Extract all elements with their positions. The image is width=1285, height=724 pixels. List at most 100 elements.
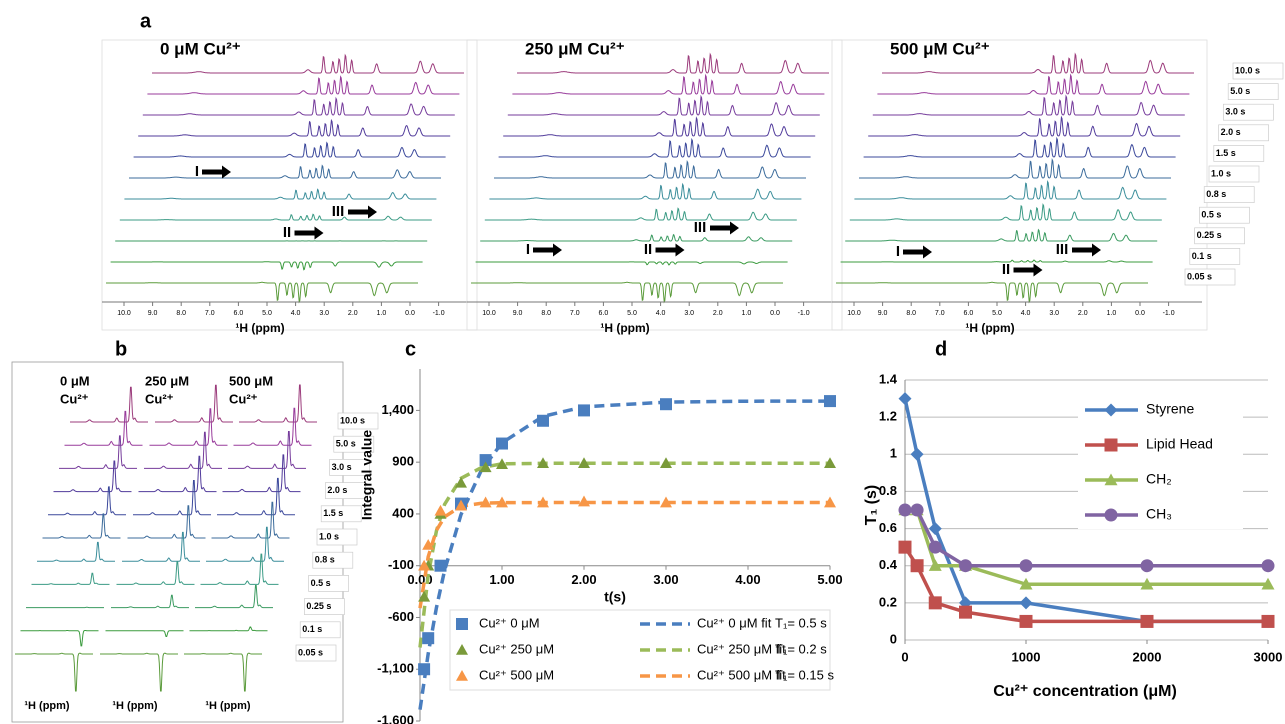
y-tick-label: 1.4: [879, 371, 898, 386]
marker: [479, 454, 492, 467]
ppm-tick-label: 8.0: [906, 310, 916, 317]
spectrum-trace: [471, 281, 783, 304]
time-label: 2.0 s: [1221, 127, 1241, 137]
spectrum-trace: [217, 477, 295, 516]
time-box: [320, 505, 362, 523]
arrow-label: II: [283, 224, 291, 241]
time-box: [1227, 83, 1279, 100]
spectrum-trace: [127, 505, 206, 539]
time-label: 0.5 s: [311, 578, 331, 588]
time-box: [1189, 248, 1241, 265]
arrow: [202, 165, 231, 179]
marker: [1140, 614, 1154, 628]
ppm-tick-label: 7.0: [570, 310, 580, 317]
ppm-tick-label: 7.0: [205, 310, 215, 317]
spectrum-trace: [845, 228, 1158, 242]
y-tick-label: -1,100: [377, 661, 414, 676]
spectrum-trace: [836, 281, 1148, 304]
time-label: 0.5 s: [1201, 210, 1221, 220]
marker: [898, 392, 912, 406]
x-tick-label: 5.00: [817, 572, 842, 587]
time-label: 10.0 s: [1235, 65, 1260, 75]
y-tick-label: 0.4: [879, 557, 898, 572]
spectrum-trace: [133, 141, 446, 158]
ppm-tick-label: 3.0: [684, 310, 694, 317]
spectrum-trace: [138, 455, 217, 493]
marker: [1019, 577, 1033, 590]
ppm-tick-label: 0.0: [1135, 310, 1145, 317]
spectrum-frame: [831, 39, 1208, 331]
time-label: 0.1 s: [1192, 251, 1212, 261]
marker: [578, 457, 590, 469]
spectrum-trace: [498, 137, 811, 158]
ppm-tick-label: 3.0: [319, 310, 329, 317]
time-box: [304, 598, 345, 615]
arrow-label: I: [195, 163, 199, 180]
spectrum-trace: [189, 626, 268, 632]
ppm-tick-label: 9.0: [148, 310, 158, 317]
spectrum-trace: [142, 96, 455, 116]
marker: [479, 496, 492, 508]
x-tick-label: 2.00: [571, 572, 596, 587]
ppm-tick-label: 3.0: [1049, 310, 1059, 317]
arrow: [903, 245, 932, 259]
marker: [1104, 403, 1118, 417]
marker: [959, 559, 972, 573]
ppm-tick-label: 4.0: [291, 310, 301, 317]
time-label: 0.25 s: [306, 601, 331, 611]
y-tick-label: 0: [890, 631, 897, 646]
ppm-tick-label: 1.0: [742, 310, 752, 317]
spectrum-trace: [480, 233, 793, 242]
time-label: 0.1 s: [302, 624, 322, 634]
spectrum-trace: [37, 541, 115, 562]
spectrum-trace: [507, 94, 820, 116]
spectrum-trace: [42, 513, 121, 539]
ppm-tick-label: 9.0: [513, 310, 523, 317]
marker: [418, 559, 431, 571]
marker: [910, 503, 924, 517]
marker: [928, 522, 942, 536]
marker: [910, 559, 924, 573]
x-axis-label: Cu²⁺ concentration (μM): [993, 683, 1177, 700]
x-tick-label: 4.00: [735, 572, 760, 587]
spectrum-trace: [155, 384, 233, 423]
arrow: [348, 205, 377, 219]
time-box: [299, 621, 341, 639]
legend-label: Cu²⁺ 250 μM: [479, 641, 554, 656]
spectrum-trace: [53, 460, 132, 493]
marker: [824, 457, 836, 469]
ppm-tick-label: 2.0: [348, 310, 358, 317]
spectrum-trace: [503, 116, 816, 137]
spectrum-trace: [122, 531, 200, 562]
marker: [418, 663, 431, 676]
marker: [456, 644, 468, 655]
marker: [1261, 577, 1275, 590]
ppm-tick-label: 5.0: [992, 310, 1002, 317]
y-tick-label: 0.6: [879, 520, 897, 535]
marker: [418, 590, 431, 602]
column-title: Cu²⁺: [145, 391, 174, 406]
marker: [824, 395, 836, 408]
spectrum-trace: [200, 553, 279, 585]
marker: [928, 540, 942, 554]
spectrum-trace: [100, 652, 178, 692]
marker: [455, 499, 467, 511]
annotation: T₁= 0.15 s: [775, 667, 834, 682]
spectrum-trace: [184, 652, 262, 692]
arrow-label: II: [1002, 261, 1010, 278]
ppm-tick-label: 1.0: [1107, 310, 1117, 317]
arrow-label: III: [332, 203, 345, 220]
marker: [1019, 559, 1033, 573]
spectrum-trace: [195, 585, 273, 609]
y-tick-label: -600: [388, 609, 414, 624]
spectrum-frame: [101, 39, 478, 331]
marker: [910, 447, 924, 461]
arrow: [710, 221, 739, 235]
stack-title: 0 μM Cu²⁺: [160, 39, 241, 58]
spectrum-trace: [854, 180, 1167, 200]
spectrum-trace: [872, 94, 1185, 116]
time-label: 3.0 s: [332, 462, 352, 472]
marker: [434, 559, 447, 572]
y-tick-label: -100: [388, 557, 414, 572]
time-box: [1194, 227, 1245, 245]
